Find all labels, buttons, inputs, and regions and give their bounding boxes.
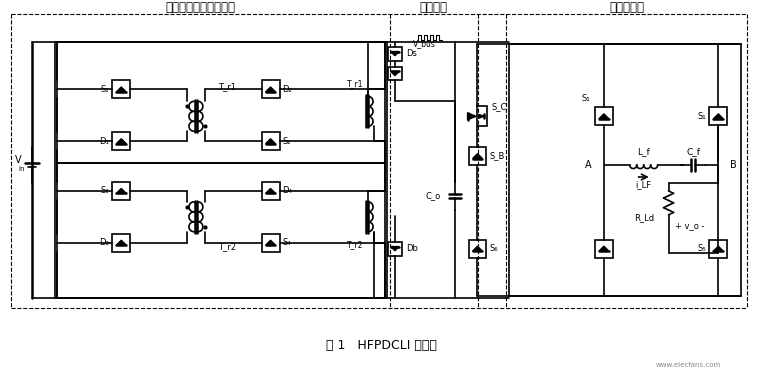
Text: Ds: Ds bbox=[406, 49, 417, 58]
Text: S₁: S₁ bbox=[698, 112, 706, 121]
Polygon shape bbox=[391, 51, 399, 56]
Bar bbox=[469, 240, 486, 257]
Polygon shape bbox=[472, 153, 482, 159]
Polygon shape bbox=[266, 189, 276, 194]
Text: Db: Db bbox=[406, 244, 418, 253]
Polygon shape bbox=[117, 189, 126, 194]
Text: www.elecfans.com: www.elecfans.com bbox=[656, 362, 721, 368]
Text: in: in bbox=[18, 166, 25, 172]
Bar bbox=[595, 107, 613, 125]
Bar bbox=[112, 81, 130, 98]
Text: T_r1: T_r1 bbox=[218, 82, 235, 91]
Bar bbox=[261, 81, 280, 98]
Text: L_f: L_f bbox=[637, 147, 650, 156]
Text: 全桥逆变器: 全桥逆变器 bbox=[610, 2, 645, 14]
Text: S₆: S₆ bbox=[489, 244, 498, 253]
Polygon shape bbox=[713, 114, 723, 119]
Bar bbox=[469, 147, 486, 165]
Polygon shape bbox=[468, 113, 476, 120]
Polygon shape bbox=[391, 246, 399, 251]
Text: V: V bbox=[15, 155, 22, 165]
Polygon shape bbox=[117, 240, 126, 245]
Polygon shape bbox=[391, 71, 399, 76]
Bar bbox=[55, 42, 387, 298]
Bar bbox=[709, 240, 727, 257]
Bar bbox=[388, 46, 402, 60]
Bar bbox=[476, 106, 488, 126]
Text: A: A bbox=[585, 160, 592, 170]
Text: i_LF: i_LF bbox=[636, 180, 652, 189]
Polygon shape bbox=[472, 246, 482, 251]
Bar bbox=[112, 182, 130, 200]
Text: + v_o -: + v_o - bbox=[674, 221, 704, 230]
Polygon shape bbox=[266, 139, 276, 144]
Bar bbox=[56, 163, 385, 298]
Text: S₁: S₁ bbox=[581, 94, 590, 103]
Text: D₂: D₂ bbox=[283, 85, 293, 94]
Text: 交错并联正激变换电路: 交错并联正激变换电路 bbox=[166, 2, 236, 14]
Text: S_C: S_C bbox=[491, 102, 507, 111]
Polygon shape bbox=[117, 87, 126, 92]
Polygon shape bbox=[266, 87, 276, 92]
Bar bbox=[261, 234, 280, 252]
Text: S₃: S₃ bbox=[101, 186, 110, 195]
Bar bbox=[261, 182, 280, 200]
Bar bbox=[388, 242, 402, 256]
Text: T_r2: T_r2 bbox=[218, 242, 235, 251]
Polygon shape bbox=[599, 114, 609, 119]
Bar bbox=[112, 132, 130, 150]
Text: V_bus: V_bus bbox=[413, 39, 436, 48]
Bar bbox=[56, 42, 385, 163]
Bar bbox=[595, 240, 613, 257]
Text: D₃: D₃ bbox=[100, 238, 110, 247]
Bar bbox=[261, 132, 280, 150]
Text: C_f: C_f bbox=[687, 147, 700, 156]
Text: T_r1: T_r1 bbox=[347, 79, 363, 88]
Bar bbox=[112, 234, 130, 252]
Polygon shape bbox=[599, 246, 609, 251]
Polygon shape bbox=[117, 139, 126, 144]
Text: S₂: S₂ bbox=[283, 137, 291, 146]
Text: S₁: S₁ bbox=[101, 85, 110, 94]
Text: S₄: S₄ bbox=[283, 238, 291, 247]
Text: C_o: C_o bbox=[425, 191, 440, 200]
Bar bbox=[709, 107, 727, 125]
Polygon shape bbox=[713, 246, 723, 251]
Text: 吸收电路: 吸收电路 bbox=[420, 2, 448, 14]
Text: D₄: D₄ bbox=[283, 186, 293, 195]
Bar bbox=[509, 44, 741, 296]
Text: R_Ld: R_Ld bbox=[635, 213, 655, 222]
Text: 图 1   HFPDCLI 电路图: 图 1 HFPDCLI 电路图 bbox=[325, 339, 437, 352]
Text: S_B: S_B bbox=[489, 152, 505, 161]
Text: T_r2: T_r2 bbox=[347, 240, 363, 249]
Text: S₅: S₅ bbox=[698, 244, 706, 253]
Polygon shape bbox=[479, 114, 484, 118]
Polygon shape bbox=[266, 240, 276, 245]
Text: D₁: D₁ bbox=[100, 137, 110, 146]
Bar bbox=[388, 67, 402, 81]
Text: B: B bbox=[730, 160, 737, 170]
